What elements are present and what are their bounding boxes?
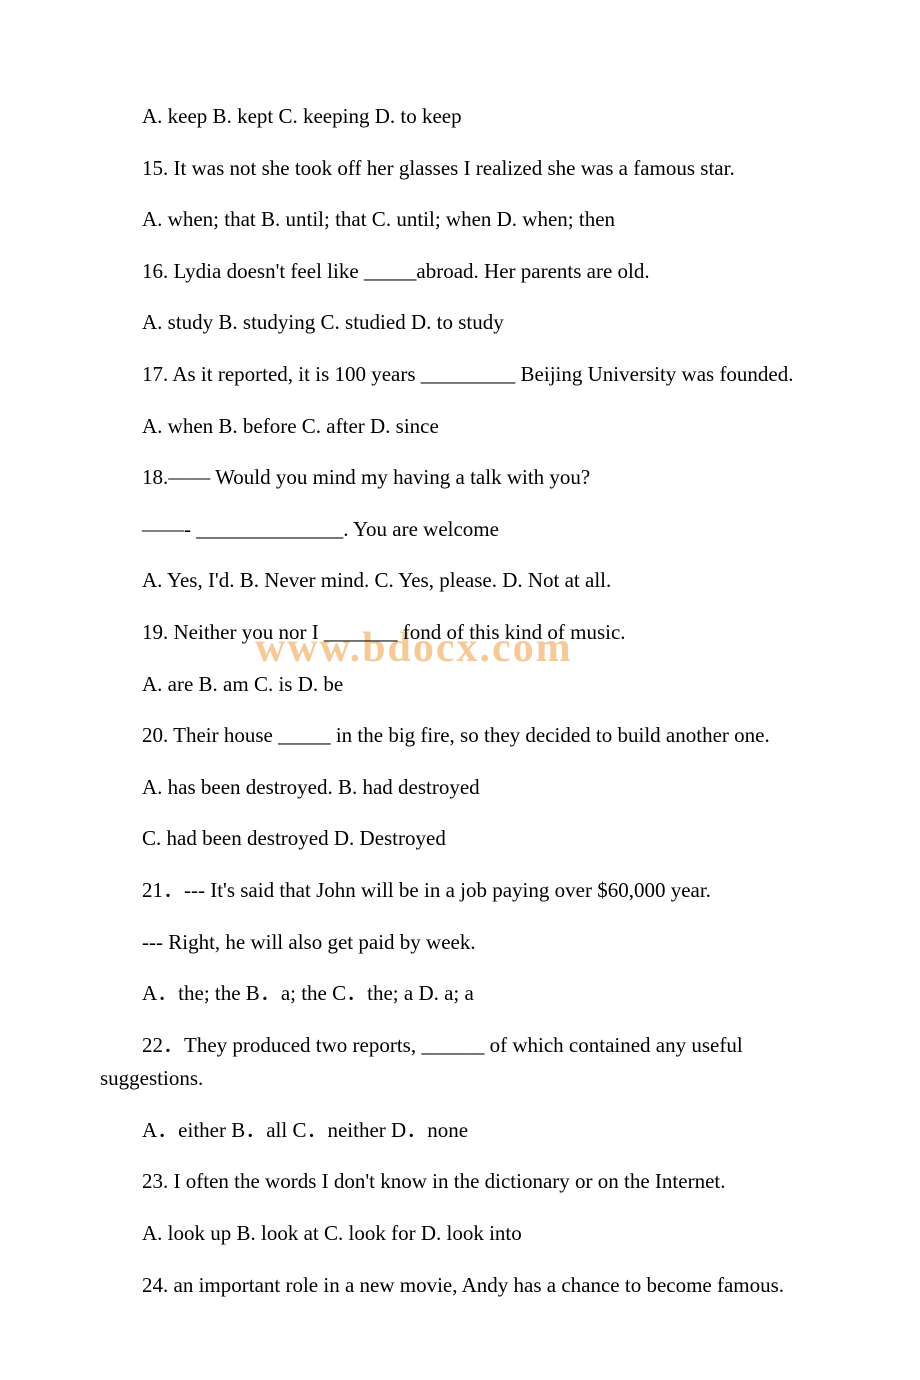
question-17-text: 17. As it reported, it is 100 years ____… (142, 362, 794, 386)
question-24: 24. an important role in a new movie, An… (100, 1269, 820, 1303)
question-20-options-a: A. has been destroyed. B. had destroyed (100, 771, 820, 805)
question-18-response: ——- ______________. You are welcome (100, 513, 820, 547)
question-19: 19. Neither you nor I _______ fond of th… (100, 616, 820, 650)
question-16-options: A. study B. studying C. studied D. to st… (100, 306, 820, 340)
question-20-options-c: C. had been destroyed D. Destroyed (100, 822, 820, 856)
question-20: 20. Their house _____ in the big fire, s… (100, 719, 820, 753)
question-22-text: 22．They produced two reports, ______ of … (100, 1033, 743, 1091)
question-15-text: 15. It was not she took off her glasses … (142, 156, 735, 180)
question-17-options: A. when B. before C. after D. since (100, 410, 820, 444)
question-24-text: 24. an important role in a new movie, An… (142, 1273, 784, 1297)
question-16: 16. Lydia doesn't feel like _____abroad.… (100, 255, 820, 289)
question-15: 15. It was not she took off her glasses … (100, 152, 820, 186)
question-14-options: A. keep B. kept C. keeping D. to keep (100, 100, 820, 134)
document-content: A. keep B. kept C. keeping D. to keep 15… (100, 100, 820, 1302)
question-18: 18.—— Would you mind my having a talk wi… (100, 461, 820, 495)
question-20-text: 20. Their house _____ in the big fire, s… (142, 723, 770, 747)
question-21: 21．--- It's said that John will be in a … (100, 874, 820, 908)
question-22-options: A．either B．all C．neither D．none (100, 1114, 820, 1148)
question-21-options: A．the; the B．a; the C．the; a D. a; a (100, 977, 820, 1011)
question-19-options: A. are B. am C. is D. be (100, 668, 820, 702)
question-22: 22．They produced two reports, ______ of … (100, 1029, 820, 1096)
question-23-options: A. look up B. look at C. look for D. loo… (100, 1217, 820, 1251)
question-23: 23. I often the words I don't know in th… (100, 1165, 820, 1199)
question-15-options: A. when; that B. until; that C. until; w… (100, 203, 820, 237)
question-21-response: --- Right, he will also get paid by week… (100, 926, 820, 960)
question-17: 17. As it reported, it is 100 years ____… (100, 358, 820, 392)
question-18-options: A. Yes, I'd. B. Never mind. C. Yes, plea… (100, 564, 820, 598)
